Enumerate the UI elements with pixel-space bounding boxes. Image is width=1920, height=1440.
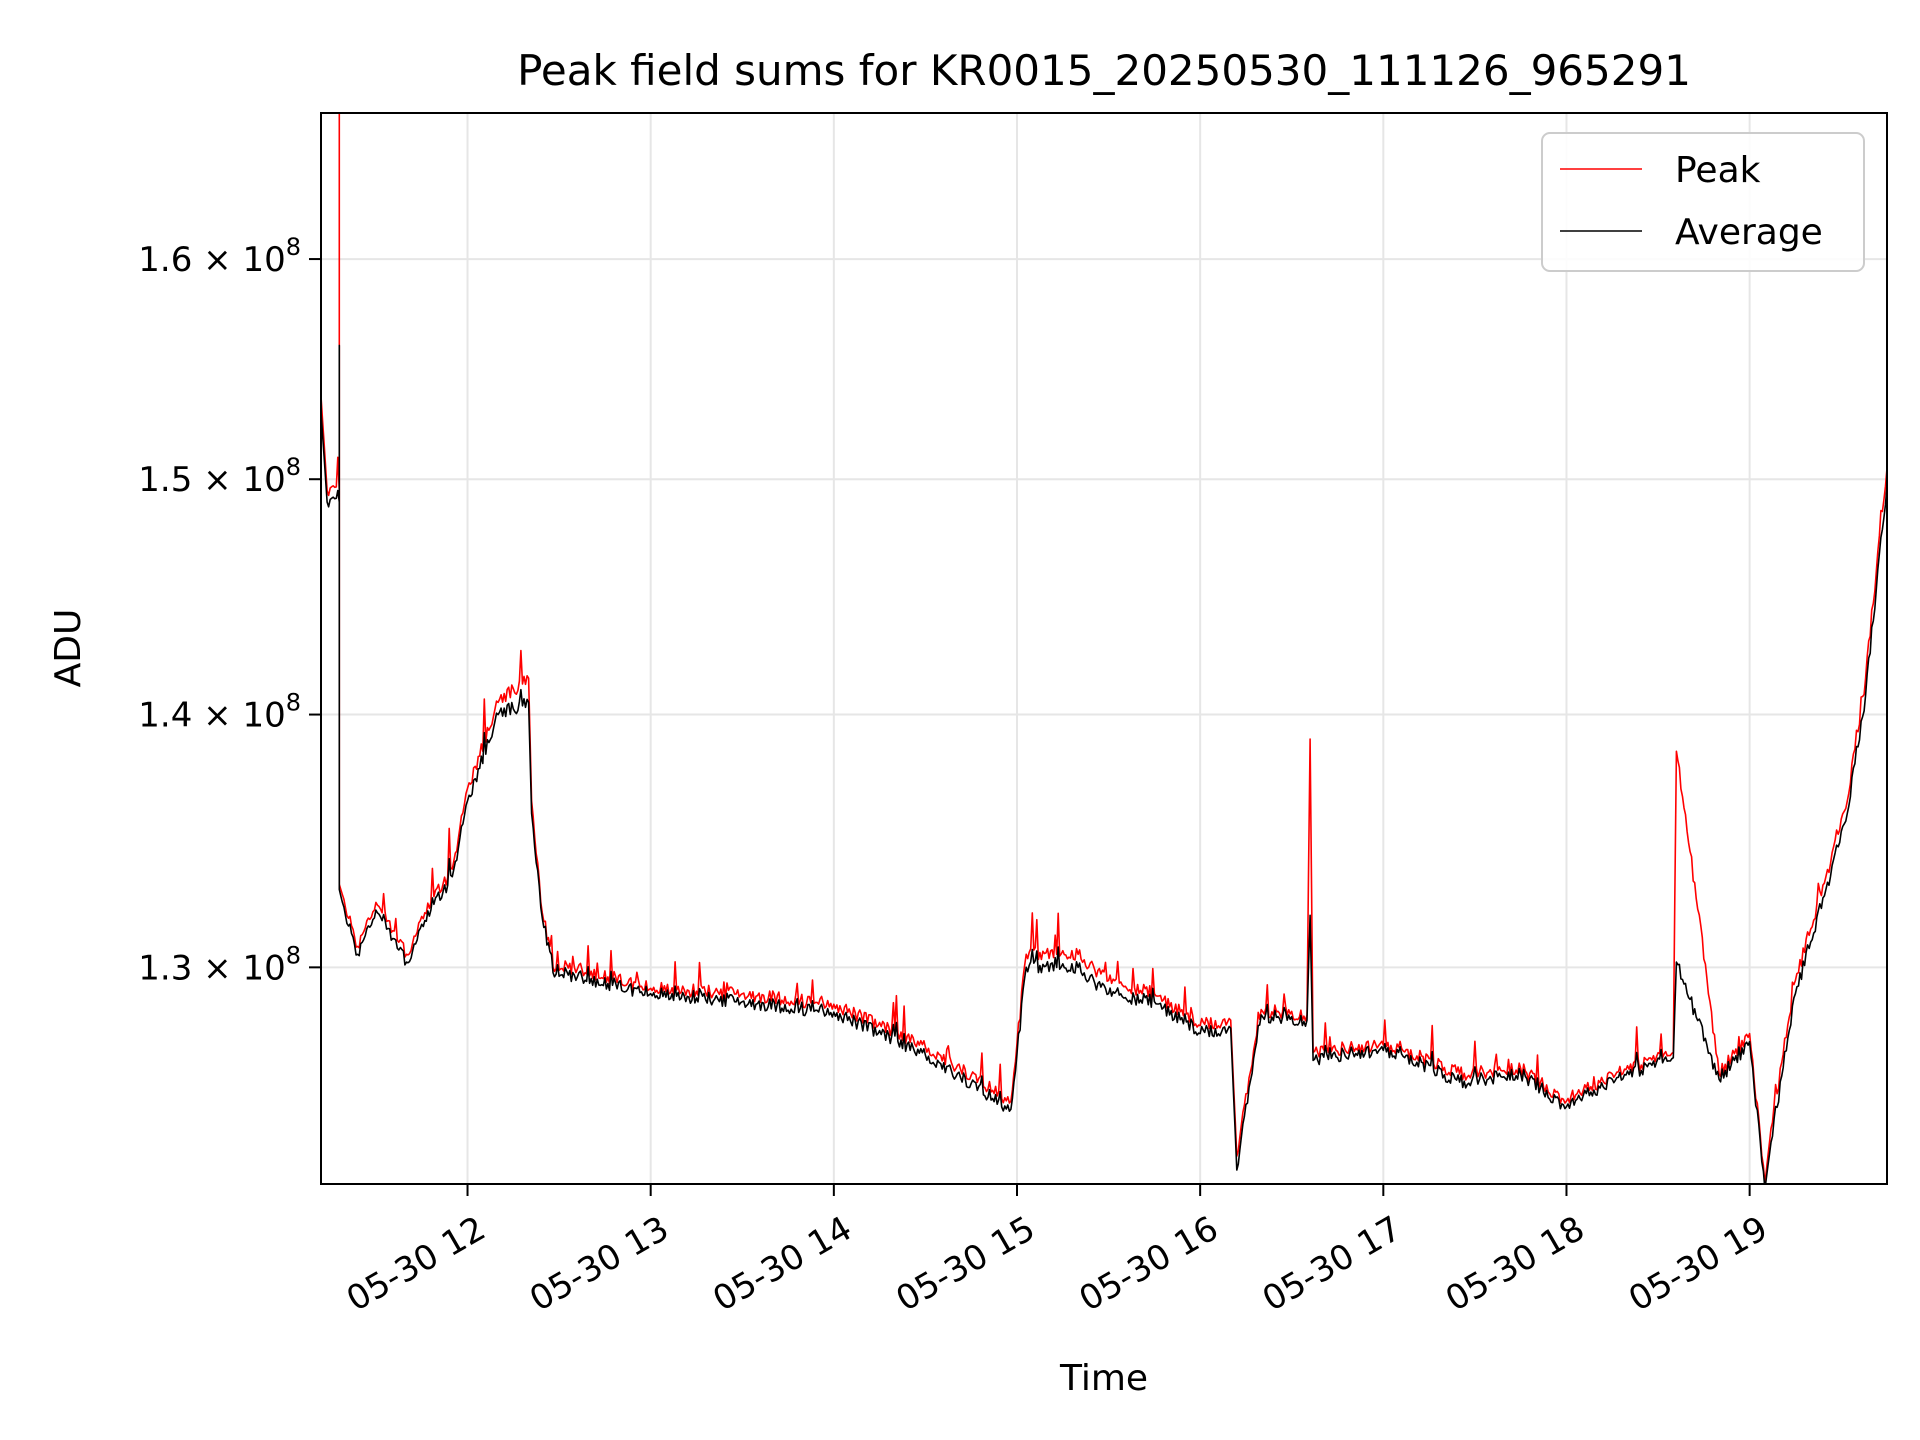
y-tick-base: 10 (242, 696, 285, 736)
y-tick-base: 10 (242, 948, 285, 988)
y-tick-exponent: 8 (286, 453, 301, 481)
x-axis-label: Time (1059, 1358, 1148, 1399)
series-line-average (321, 344, 1887, 1184)
y-axis-label: ADU (48, 609, 89, 688)
y-tick-mantissa: 1.5 (138, 460, 192, 500)
y-tick-label: 1.4 × 108 (138, 689, 301, 736)
legend-label-average: Average (1675, 212, 1823, 253)
plot-frame (320, 112, 1888, 1185)
y-tick-label: 1.3 × 108 (138, 941, 301, 988)
y-tick-exponent: 8 (286, 689, 301, 717)
y-tick-base: 10 (242, 240, 285, 280)
series-line-peak (321, 113, 1887, 1184)
y-axis: 1.3 × 108 1.4 × 108 1.5 × 108 1.6 × 108 (138, 233, 321, 988)
legend: Peak Average (1541, 132, 1865, 272)
y-tick-exponent: 8 (286, 233, 301, 261)
series-layer (321, 113, 1887, 1184)
y-tick-base: 10 (242, 460, 285, 500)
chart-title: Peak field sums for KR0015_20250530_1111… (517, 46, 1691, 95)
y-tick-mantissa: 1.3 (138, 948, 192, 988)
legend-box (1541, 132, 1865, 272)
y-tick-exponent: 8 (286, 941, 301, 969)
y-tick-label: 1.6 × 108 (138, 233, 301, 280)
y-tick-mantissa: 1.4 (138, 696, 192, 736)
y-tick-label: 1.5 × 108 (138, 453, 301, 500)
y-tick-mantissa: 1.6 (138, 240, 192, 280)
legend-label-peak: Peak (1675, 150, 1761, 191)
